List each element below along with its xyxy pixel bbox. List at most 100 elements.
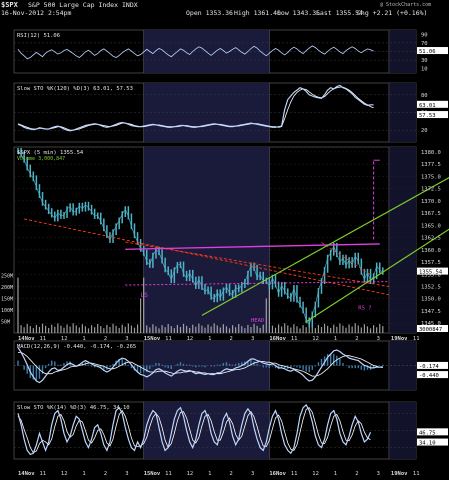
macd-histogram-bar [176, 363, 179, 366]
x-axis-label: 12 [312, 336, 319, 342]
volume-bar [354, 323, 356, 333]
price-last-badge-bg [417, 267, 448, 275]
volume-bar [164, 327, 166, 333]
sto14-d-badge: 34.10 [419, 441, 436, 447]
price-tick-label: 1377.5 [421, 162, 441, 168]
volume-bar [48, 327, 50, 333]
volume-bar [369, 328, 372, 333]
macd-histogram-bar [234, 363, 237, 366]
volume-bar [317, 324, 320, 333]
volume-bar [373, 325, 375, 333]
volume-bar [201, 325, 203, 333]
volume-bar [44, 325, 47, 333]
macd-histogram-bar [38, 365, 41, 379]
macd-histogram-bar [265, 365, 268, 368]
macd-histogram-bar [204, 365, 206, 368]
macd-signal-badge-bg [417, 361, 448, 369]
volume-bar [51, 324, 53, 333]
volume-bar [320, 327, 323, 333]
macd-histogram-bar [57, 364, 59, 366]
x-axis-label: 3 [377, 336, 380, 342]
rsi-tick-label: 10 [421, 67, 428, 73]
macd-histogram-bar [17, 360, 19, 366]
exchange: INDX [122, 1, 138, 9]
macd-histogram-bar [326, 354, 329, 366]
macd-histogram-bar [305, 365, 307, 372]
neckline-magenta [125, 243, 380, 250]
volume-bar [29, 326, 31, 333]
macd-histogram-bar [152, 365, 154, 367]
sto120-tick-label: 80 [421, 93, 428, 99]
macd-histogram-bar [360, 365, 363, 370]
macd-histogram-bar [130, 365, 133, 369]
macd-histogram-bar [241, 362, 243, 366]
rsi-value-badge: 51.06 [419, 49, 436, 55]
x-axis-label: 19Nov [391, 336, 408, 342]
x-axis-label: 2 [104, 336, 107, 342]
sto120-d-badge: 57.53 [419, 113, 436, 119]
macd-histogram-bar [87, 364, 90, 366]
index-name: S&P 500 Large Cap Index [28, 1, 119, 9]
volume-bar [60, 325, 62, 333]
rsi-tick-label: 30 [421, 58, 428, 64]
macd-histogram-bar [253, 361, 255, 366]
annotation-head: HEAD [251, 318, 264, 324]
volume-tick-label: 250M [1, 273, 13, 279]
macd-label: MACD(12,26,9) -0.440, -0.174, -0.265 [17, 344, 136, 350]
macd-histogram-bar [262, 365, 264, 368]
symbol: $SPX [1, 1, 18, 9]
rsi-tick-label: 70 [421, 41, 428, 47]
macd-histogram-bar [121, 358, 123, 366]
volume-bar [72, 323, 74, 333]
macd-histogram-bar [51, 360, 53, 366]
volume-bar [366, 326, 369, 333]
macd-histogram-bar [32, 365, 35, 380]
macd-histogram-bar [311, 365, 313, 370]
volume-bar [277, 324, 280, 333]
x-axis-label: 12 [187, 336, 194, 342]
rsi-label: RSI(12) 51.06 [17, 33, 60, 39]
annotation-rs: RS ? [358, 306, 371, 312]
x-axis-label: 11 [413, 336, 420, 342]
macd-histogram-bar [210, 365, 212, 367]
volume-last-badge-bg [417, 325, 448, 332]
x-axis-label: 12 [61, 336, 68, 342]
volume-bar [290, 327, 292, 333]
volume-bar [94, 327, 96, 333]
volume-tick-label: 200M [1, 285, 13, 291]
price-tick-label: 1380.0 [421, 150, 441, 156]
volume-bar [308, 324, 310, 333]
macd-histogram-bar [320, 358, 323, 366]
sto14-k-line [17, 403, 372, 456]
price-tick-label: 1362.5 [421, 236, 441, 242]
volume-bar [241, 326, 243, 333]
volume-bar [327, 325, 329, 333]
macd-histogram-bar [63, 363, 65, 366]
volume-bar [23, 327, 25, 333]
x-axis-label: 15Nov [144, 471, 161, 477]
macd-histogram-bar [351, 365, 353, 369]
volume-bar [176, 324, 179, 333]
volume-tick-label: 150M [1, 296, 13, 302]
volume-bar [146, 325, 148, 333]
change-value: Chg +2.21 (+0.16%) [357, 9, 428, 17]
x-axis-label: 11 [413, 471, 420, 477]
volume-bar [265, 298, 267, 333]
price-tick-label: 1370.0 [421, 199, 441, 205]
x-axis-label: 11 [165, 336, 172, 342]
volume-bar [330, 327, 332, 333]
x-axis-label: 2 [104, 471, 107, 477]
volume-bar [133, 327, 136, 333]
macd-histogram-bar [268, 365, 271, 369]
volume-bar [250, 327, 252, 333]
volume-bar [81, 324, 83, 333]
macd-histogram-bar [47, 363, 50, 366]
price-tick-label: 1365.0 [421, 223, 441, 229]
volume-bar [216, 325, 218, 333]
macd-histogram-bar [35, 365, 38, 381]
volume-bar [182, 323, 185, 333]
x-axis-label: 1 [82, 336, 85, 342]
x-axis-label: 1 [82, 471, 85, 477]
watermark: @ StockCharts.com [380, 2, 432, 8]
